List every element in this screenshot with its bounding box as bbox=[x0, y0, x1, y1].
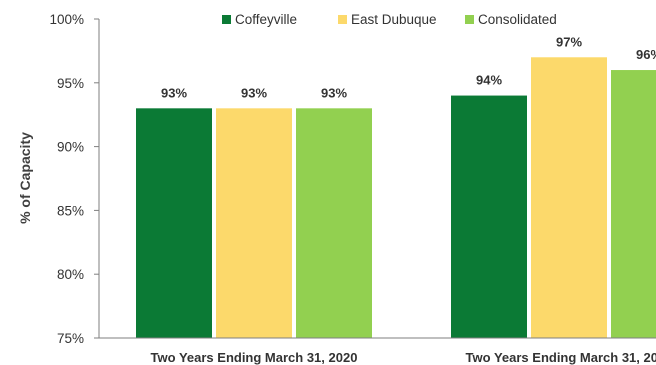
bar-coffeyville-2 bbox=[451, 95, 527, 338]
bars bbox=[136, 57, 656, 338]
legend-swatch bbox=[338, 15, 347, 24]
data-label-east-dubuque-2: 97% bbox=[556, 34, 582, 49]
y-tick-label: 90% bbox=[57, 140, 84, 155]
bar-east-dubuque-2 bbox=[531, 57, 607, 338]
bar-east-dubuque-1 bbox=[216, 108, 292, 338]
bar-coffeyville-1 bbox=[136, 108, 212, 338]
data-label-consolidated-1: 93% bbox=[321, 85, 347, 100]
y-axis: 75% 80% 85% 90% 95% 100% bbox=[49, 12, 100, 346]
data-label-coffeyville-2: 94% bbox=[476, 73, 502, 88]
x-category-label: Two Years Ending March 31, 2020 bbox=[151, 350, 358, 365]
y-tick-label: 85% bbox=[57, 203, 84, 218]
data-label-consolidated-2: 96% bbox=[636, 47, 656, 62]
data-labels: 93% 93% 93% 94% 97% 96% bbox=[161, 34, 656, 100]
bar-consolidated-2 bbox=[611, 70, 656, 338]
data-label-coffeyville-1: 93% bbox=[161, 85, 187, 100]
legend-label: Coffeyville bbox=[235, 12, 297, 27]
x-category-label: Two Years Ending March 31, 2022 bbox=[466, 350, 656, 365]
y-tick-label: 95% bbox=[57, 76, 84, 91]
legend-label: Consolidated bbox=[478, 12, 557, 27]
y-tick-label: 100% bbox=[49, 12, 84, 27]
legend-item-east-dubuque: East Dubuque bbox=[338, 12, 437, 27]
legend-label: East Dubuque bbox=[351, 12, 437, 27]
legend-swatch bbox=[465, 15, 474, 24]
legend: Coffeyville East Dubuque Consolidated bbox=[222, 12, 557, 27]
bar-consolidated-1 bbox=[296, 108, 372, 338]
x-axis: Two Years Ending March 31, 2020 Two Years… bbox=[99, 337, 656, 365]
y-tick-label: 80% bbox=[57, 267, 84, 282]
data-label-east-dubuque-1: 93% bbox=[241, 85, 267, 100]
y-axis-title: % of Capacity bbox=[17, 132, 33, 224]
legend-item-coffeyville: Coffeyville bbox=[222, 12, 297, 27]
legend-item-consolidated: Consolidated bbox=[465, 12, 557, 27]
y-tick-label: 75% bbox=[57, 331, 84, 346]
legend-swatch bbox=[222, 15, 231, 24]
